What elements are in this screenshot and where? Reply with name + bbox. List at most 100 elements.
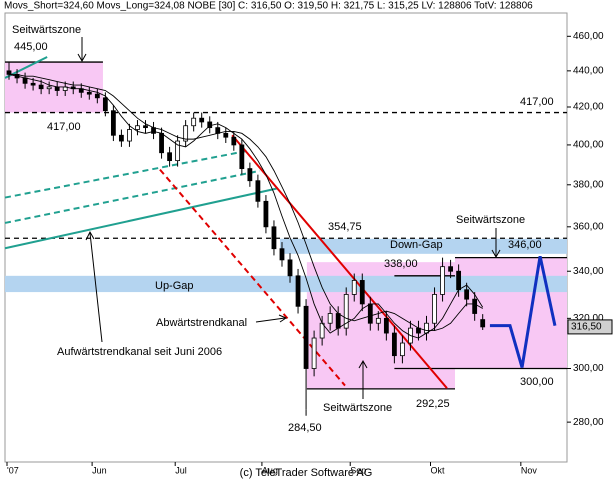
candle-body [30,82,36,86]
trend-line [4,169,261,224]
y-tick-label: 300,00 [573,363,604,374]
level-label: 354,75 [328,221,362,233]
trend-line [4,187,279,250]
candle-body [38,84,44,90]
y-tick-label: 360,00 [573,221,604,232]
candle-body [375,317,381,324]
candle-body [311,337,317,369]
y-tick-label: 320,00 [573,313,604,324]
x-tick-label: '07 [7,465,19,475]
candle-body [199,117,205,123]
candle-body [207,121,213,129]
annotations: Seitwärtszone Seitwärtszone Seitwärtszon… [12,24,554,434]
arrow [255,317,286,323]
x-tick-label: Sep [350,465,366,475]
gap-label: Up-Gap [155,280,194,292]
candle-body [279,248,285,261]
candle-body [191,117,197,127]
candle-body [239,144,245,169]
candle-body [351,280,357,295]
header: Movs_Short=324,60 Movs_Long=324,08 NOBE … [4,1,533,12]
y-tick-label: 280,00 [573,417,604,428]
low-label: 284,50 [288,422,322,434]
candle-body [287,259,293,277]
layer [4,56,567,416]
candle-body [167,152,172,162]
candle-body [135,125,140,130]
last-price-label: 316,50 [571,322,602,333]
level-label: 292,25 [416,398,450,410]
candle-body [22,77,28,84]
moving-average [9,73,483,332]
candle-body [480,319,486,328]
candle-body [151,127,156,134]
level-label: 338,00 [384,258,418,270]
candle-body [102,97,108,112]
trend-line [159,168,346,387]
candle-body [432,294,437,324]
candle-body [303,305,309,369]
gap-label: Down-Gap [390,239,443,251]
candle-body [143,125,148,129]
arrow-head [77,53,87,63]
candle-body [119,134,124,142]
candle-body [391,332,397,357]
x-tick-label: Jul [175,465,187,475]
y-tick-label: 460,00 [573,31,604,42]
annotation: Seitwärtszone [323,402,392,414]
candle-body [183,125,189,142]
candle-body [223,132,229,138]
candle-body [175,140,181,162]
trend-line [4,149,251,199]
candle-body [448,266,453,272]
candle-body [86,91,92,95]
candle-body [271,226,277,250]
y-tick-label: 340,00 [573,266,604,277]
layer [5,62,567,389]
candle-body [343,294,349,329]
candle-body [110,110,116,136]
arrow-head [491,249,501,259]
candle-body [359,280,365,305]
candle-body [464,289,470,300]
candle-body [367,303,373,324]
arrow-head [278,314,288,323]
y-tick-label: 380,00 [573,179,604,190]
candle-body [46,86,52,90]
candle-body [424,322,429,334]
candle-body [295,275,301,307]
candle-body [54,86,60,91]
candle-body [247,168,253,182]
footer: (c) TeleTrader Software AG [240,467,373,479]
candle-body [440,266,445,295]
candle-body [263,200,269,228]
gap-band [279,238,567,254]
candle-body [6,70,12,75]
arrow [89,232,103,343]
candle-body [383,317,389,334]
y-tick-label: 440,00 [573,65,604,76]
last-price-box [567,319,613,335]
x-tick-label: Okt [431,465,446,475]
candle-body [94,93,100,99]
moving-average [8,73,484,339]
annotation: Seitwärtszone [12,24,81,36]
x-tick-label: Jun [92,465,107,475]
level-label: 417,00 [520,96,554,108]
candle-body [215,127,221,134]
candle-body [335,313,341,329]
x-tick-label: Aug [262,465,278,475]
annotation: Aufwärtstrendkanal seit Juni 2006 [57,346,222,358]
candle-body [255,180,261,202]
level-label: 300,00 [520,376,554,388]
arrow-head [358,359,368,369]
candle-body [231,136,237,146]
trend-line [231,134,448,389]
projection-line [489,255,557,368]
gap-band [5,275,567,293]
y-tick-label: 400,00 [573,140,604,151]
x-tick-label: Nov [521,465,538,475]
candle-body [327,313,333,324]
y-tick-label: 420,00 [573,102,604,113]
